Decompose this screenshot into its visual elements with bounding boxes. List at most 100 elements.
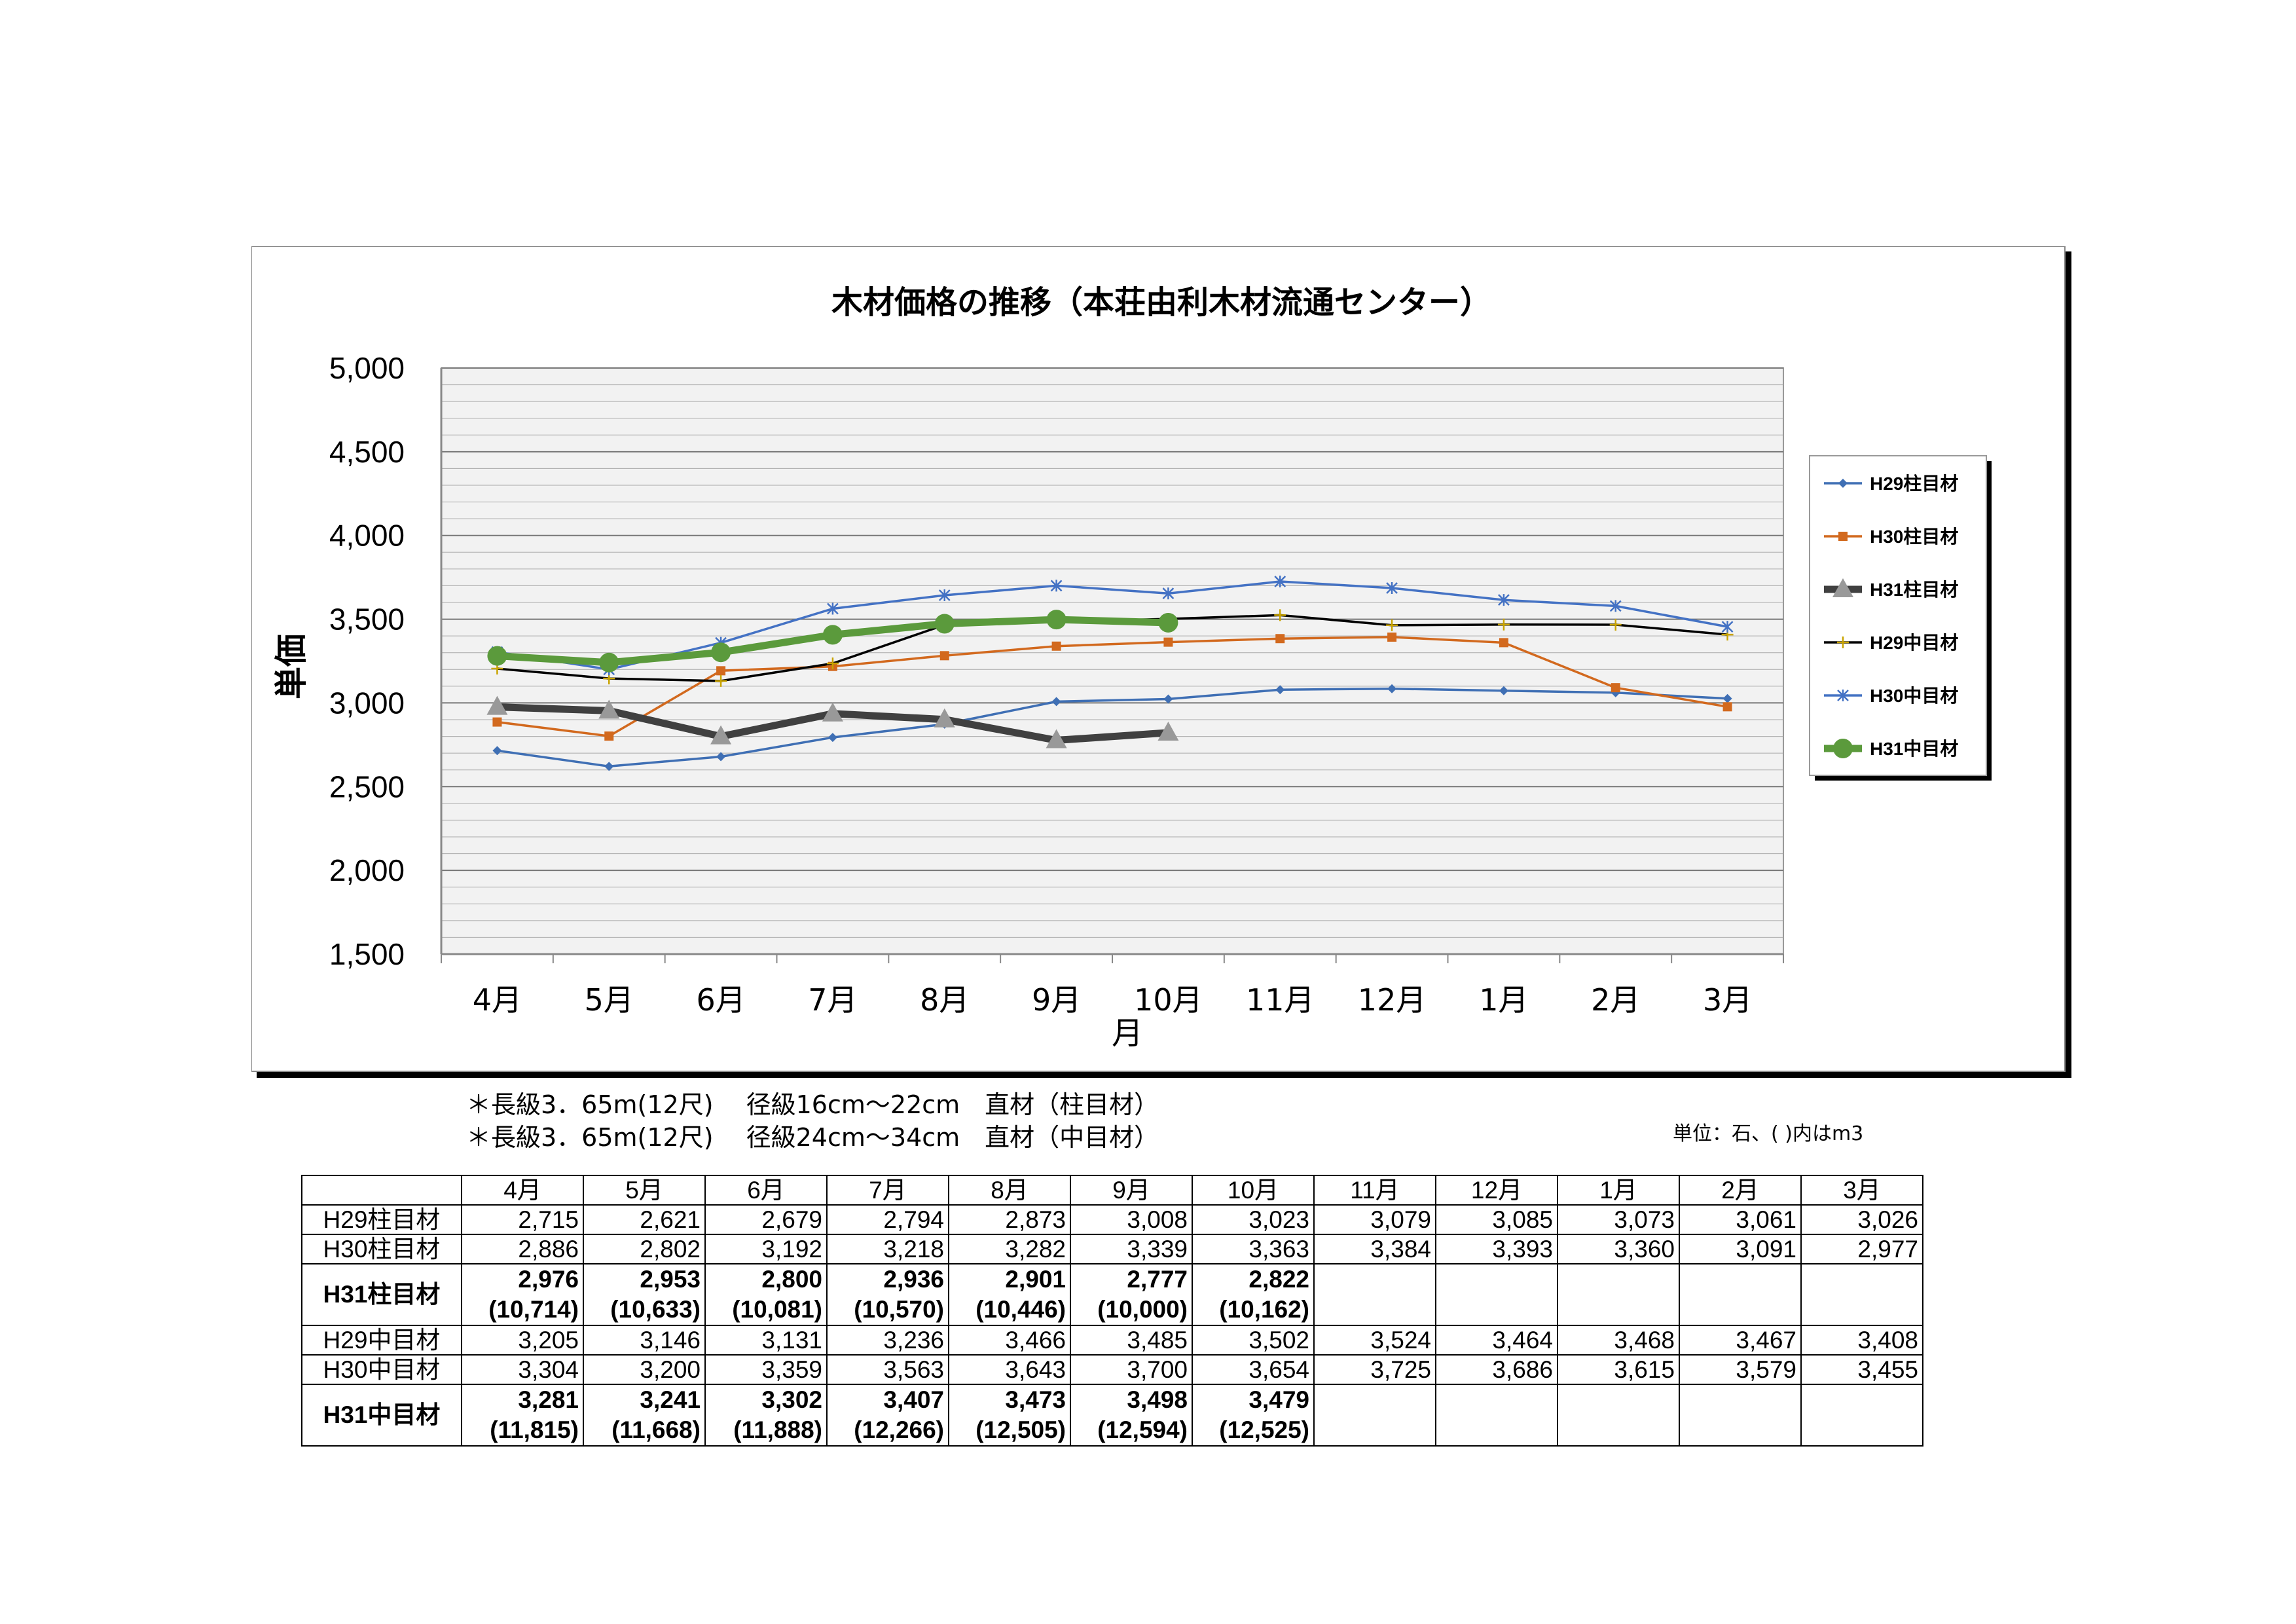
note-1: ＊長級3．65m(12尺) 径級16cm～22cm 直材（柱目材） (466, 1090, 1159, 1119)
legend-item: H29柱目材 (1824, 473, 1958, 494)
series-4-point (826, 657, 839, 670)
table-cell-subvalue: (10,081) (732, 1296, 822, 1323)
table-cell: 2,621 (583, 1204, 706, 1235)
table-cell-value: 3,407 (883, 1386, 944, 1413)
table-cell-value: 2,976 (518, 1266, 579, 1293)
legend-item: H30柱目材 (1824, 526, 1958, 547)
series-4-point (1609, 619, 1622, 631)
table-cell: 3,467 (1679, 1325, 1802, 1356)
table-month-header: 1月 (1557, 1175, 1680, 1206)
table-cell: 3,026 (1800, 1204, 1923, 1235)
table-month-header: 3月 (1800, 1175, 1923, 1206)
table-cell: 3,363 (1192, 1234, 1315, 1264)
table-cell: 3,725 (1313, 1354, 1436, 1385)
table-cell-value: 3,498 (1127, 1386, 1188, 1413)
y-tick-label: 4,500 (329, 435, 405, 469)
chart-title: 木材価格の推移（本荘由利木材流通センター） (831, 284, 1491, 321)
table-cell (1313, 1384, 1436, 1447)
legend-label: H31中目材 (1870, 739, 1958, 759)
table-month-header: 9月 (1070, 1175, 1193, 1206)
series-6-point (487, 646, 507, 666)
y-tick-label: 4,000 (329, 519, 405, 553)
table-cell (1435, 1384, 1558, 1447)
table-cell: 2,800 (10,081) (704, 1263, 828, 1326)
table-cell (1313, 1263, 1436, 1326)
table-month-header: 11月 (1313, 1175, 1436, 1206)
series-2-point (604, 731, 614, 741)
data-table: 4月 5月 6月 7月 8月 9月 10月 11月 12月 1月 2月 3月 H29柱目材 2,715 2,… (301, 1175, 1923, 1447)
table-cell (1679, 1263, 1802, 1326)
series-2-point (492, 717, 502, 727)
series-1-point (604, 762, 614, 771)
table-cell: 2,715 (461, 1204, 584, 1235)
table-row: H30柱目材 2,886 2,802 3,192 3,218 3,282 3,339 3,36… (301, 1234, 1923, 1264)
table-row: H30中目材 3,304 3,200 3,359 3,563 3,643 3,700 3,65… (301, 1354, 1923, 1385)
table-month-header: 10月 (1192, 1175, 1315, 1206)
table-cell: 3,615 (1557, 1354, 1680, 1385)
series-1-point (1499, 686, 1508, 695)
table-cell: 3,524 (1313, 1325, 1436, 1356)
note-2: ＊長級3．65m(12尺) 径級24cm～34cm 直材（中目材） (466, 1123, 1159, 1152)
y-axis-label: 単価 (272, 634, 310, 699)
series-2-point (716, 666, 726, 676)
table-month-header: 8月 (948, 1175, 1071, 1206)
legend-point (1832, 578, 1853, 597)
series-5-point (1274, 576, 1286, 588)
series-3-point (822, 702, 843, 722)
table-cell-subvalue: (10,162) (1219, 1296, 1309, 1323)
table-row-label: H31中目材 (301, 1384, 462, 1447)
table-cell: 3,654 (1192, 1354, 1315, 1385)
series-4-point (1274, 609, 1286, 621)
table-cell: 3,686 (1435, 1354, 1558, 1385)
series-1-point (1163, 694, 1173, 704)
y-tick-label: 5,000 (329, 351, 405, 385)
series-2-point (1051, 641, 1061, 651)
table-cell-subvalue: (10,570) (854, 1296, 944, 1323)
x-tick-label: 12月 (1358, 982, 1427, 1018)
series-3 (486, 695, 1179, 748)
table-cell-value: 3,241 (640, 1386, 701, 1413)
chart-svg: 木材価格の推移（本荘由利木材流通センター） 5,000 4,500 4,000 3,5… (251, 246, 2071, 1078)
table-cell: 3,241 (11,668) (583, 1384, 706, 1447)
x-tick-label: 5月 (585, 982, 634, 1018)
table-cell: 3,236 (826, 1325, 949, 1356)
series-2-point (1163, 637, 1173, 647)
table-row: H29中目材 3,205 3,146 3,131 3,236 3,466 3,485 3,50… (301, 1325, 1923, 1356)
table-month-header: 6月 (704, 1175, 828, 1206)
table-month-header: 4月 (461, 1175, 584, 1206)
table-cell-value: 2,822 (1248, 1266, 1309, 1293)
table-row: H31柱目材 2,976 (10,714) 2,953 (10,633) 2,800 (10… (301, 1263, 1923, 1326)
legend-label: H29柱目材 (1870, 473, 1958, 494)
table-cell-subvalue: (10,633) (610, 1296, 701, 1323)
x-tick-label: 11月 (1246, 982, 1315, 1018)
x-tick-label: 7月 (808, 982, 857, 1018)
table-cell: 2,802 (583, 1234, 706, 1264)
table-cell-subvalue: (12,594) (1097, 1416, 1188, 1443)
table-cell: 3,091 (1679, 1234, 1802, 1264)
table-cell-subvalue: (11,888) (733, 1416, 822, 1443)
table-cell-subvalue: (10,000) (1097, 1296, 1188, 1323)
series-2-point (1275, 634, 1285, 644)
table-cell-value: 2,953 (640, 1266, 701, 1293)
table-cell: 2,977 (1800, 1234, 1923, 1264)
series-4-point (1386, 619, 1398, 631)
legend-point (1838, 479, 1848, 488)
table-cell: 3,563 (826, 1354, 949, 1385)
legend-item: H30中目材 (1824, 686, 1958, 706)
series-5-point (1386, 582, 1398, 595)
table-month-header: 12月 (1435, 1175, 1558, 1206)
series-3-point (598, 699, 620, 719)
x-tick-label: 1月 (1479, 982, 1528, 1018)
table-cell: 3,498 (12,594) (1070, 1384, 1193, 1447)
legend-item: H31柱目材 (1824, 578, 1958, 600)
y-tick-label: 1,500 (329, 937, 405, 971)
series-1-point (1275, 685, 1285, 695)
table-cell: 3,339 (1070, 1234, 1193, 1264)
series-6 (487, 610, 1178, 673)
series-6-point (1046, 610, 1066, 630)
series-3-point (710, 725, 732, 745)
table-cell: 3,579 (1679, 1354, 1802, 1385)
series-2-point (1722, 702, 1732, 712)
table-cell: 3,131 (704, 1325, 828, 1356)
x-tick-label: 3月 (1703, 982, 1752, 1018)
